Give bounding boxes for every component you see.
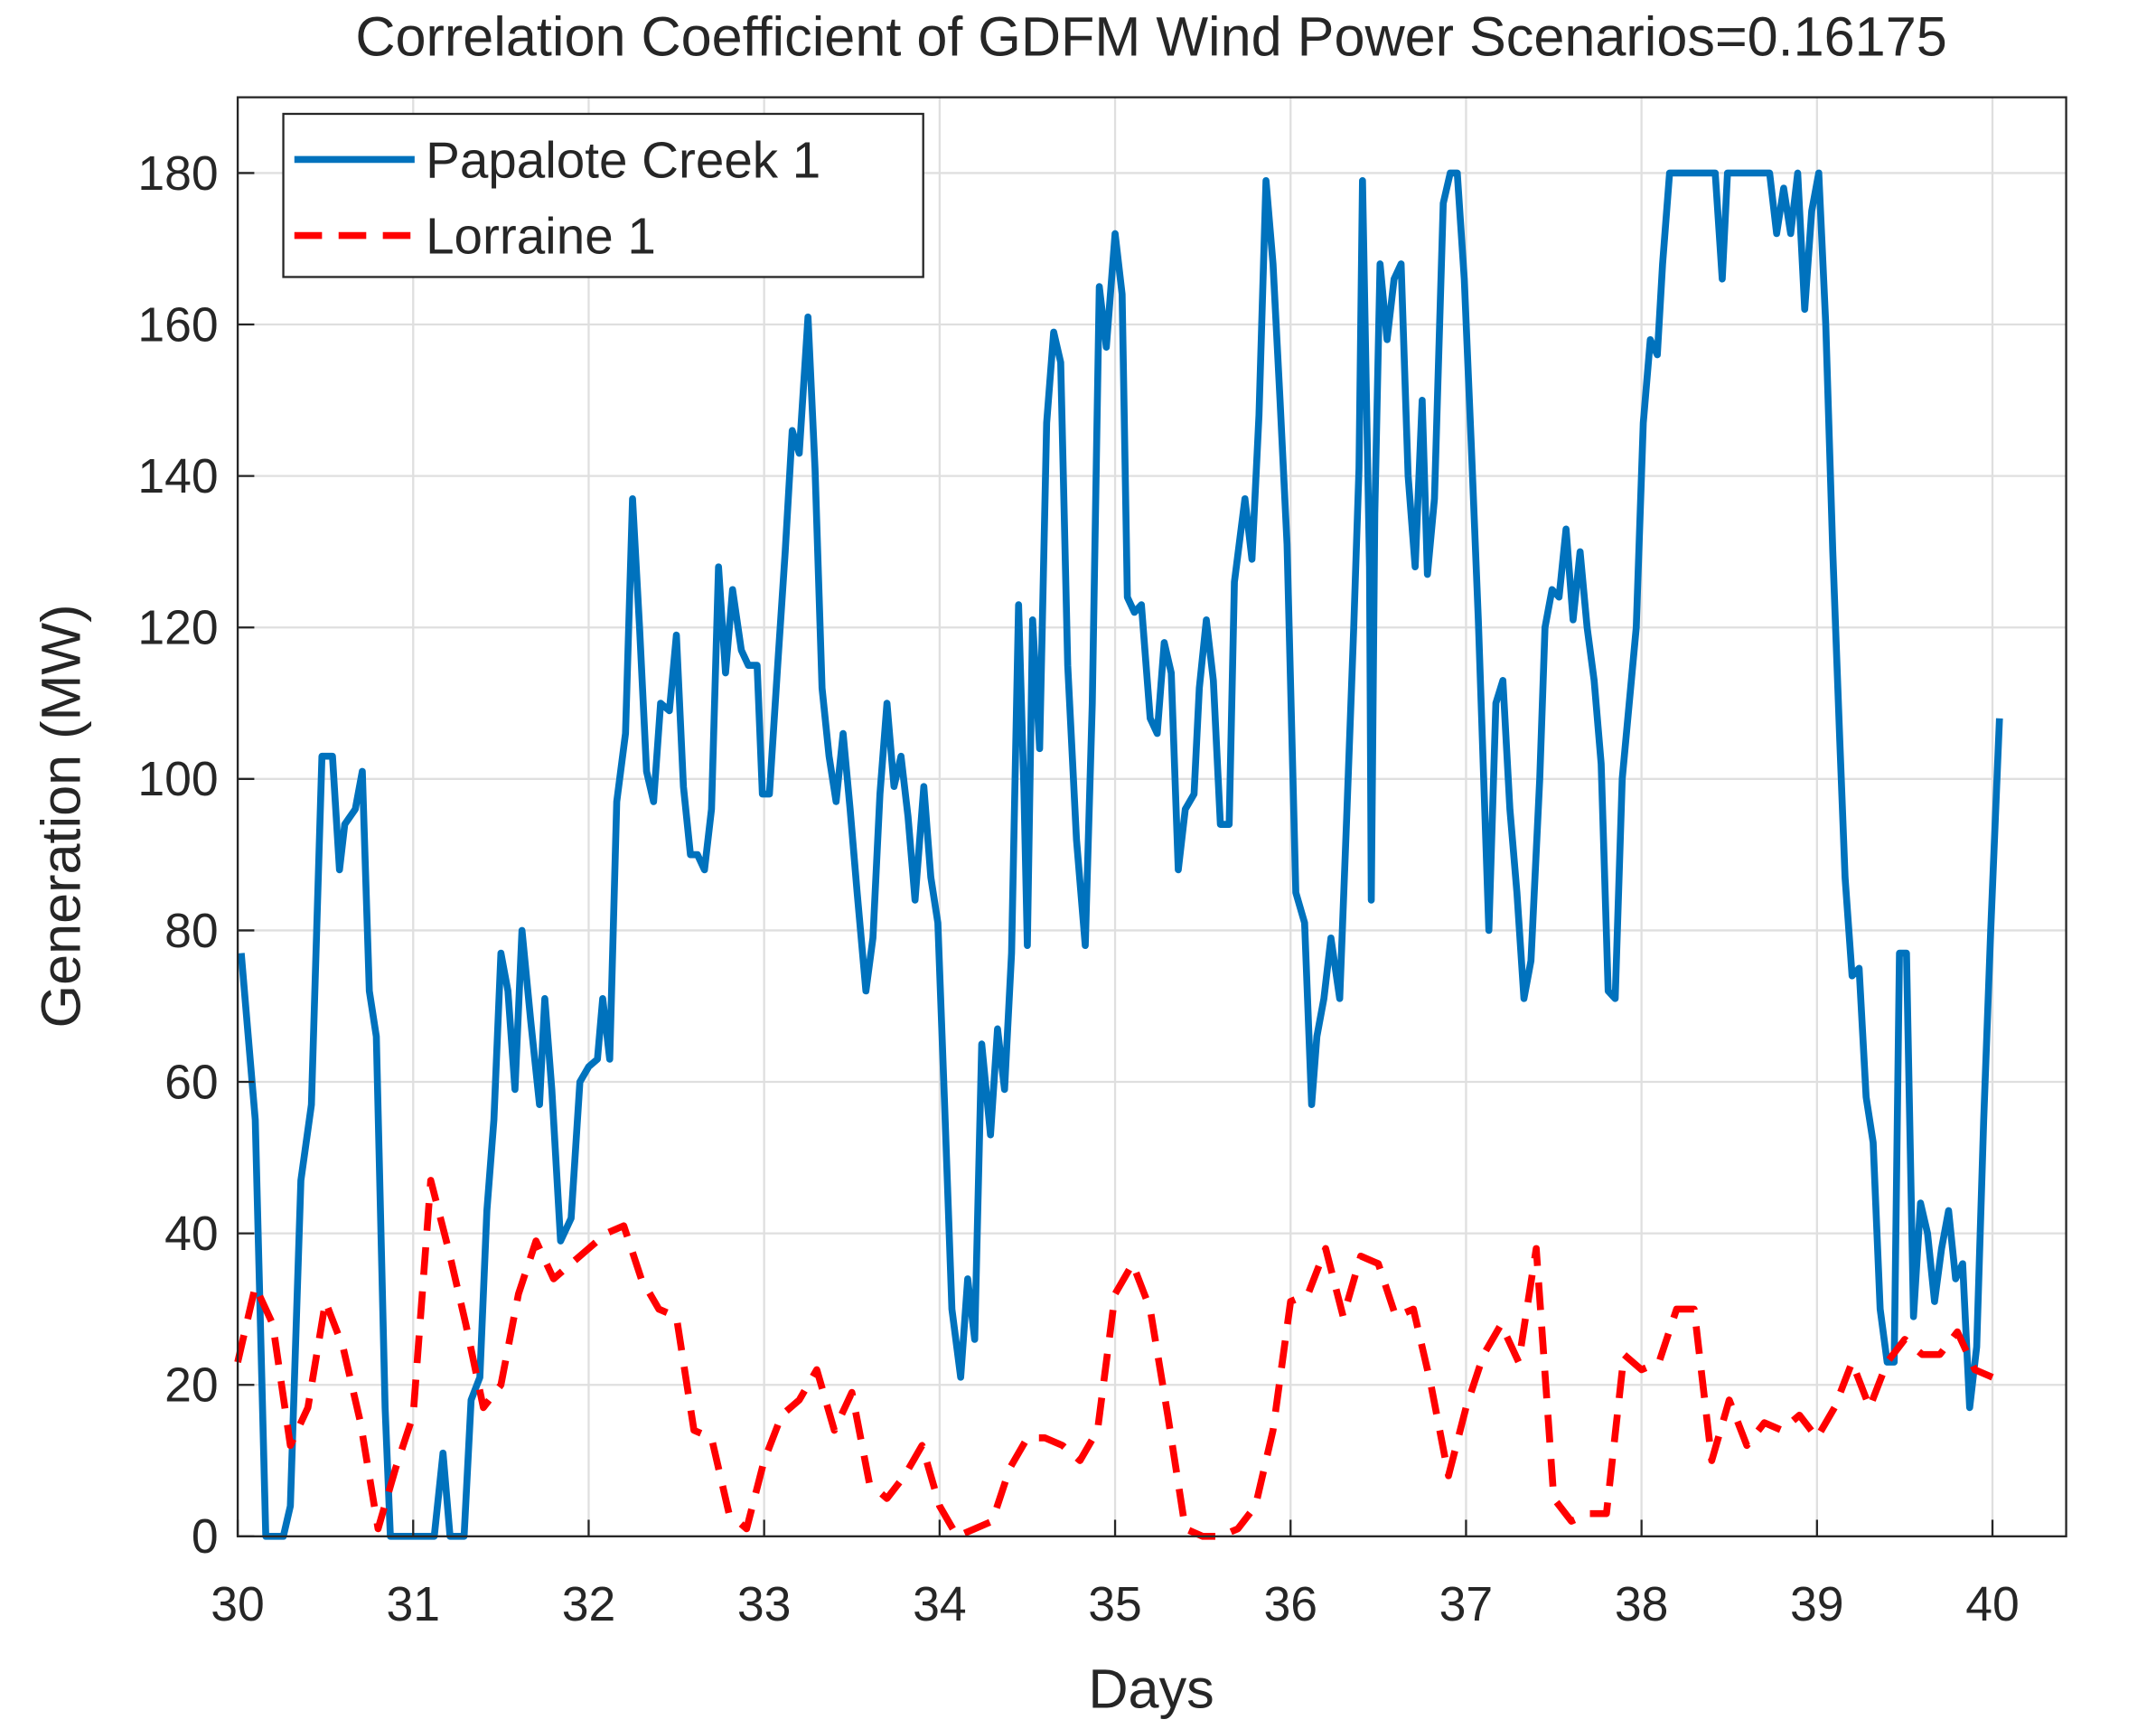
y-tick-label: 100 bbox=[137, 753, 218, 806]
axes-box bbox=[236, 96, 2067, 1537]
x-tick-label: 35 bbox=[1088, 1578, 1142, 1631]
legend-label: Papalote Creek 1 bbox=[426, 131, 820, 188]
y-tick-label: 0 bbox=[192, 1510, 219, 1564]
y-axis-label: Generation (MW) bbox=[31, 604, 92, 1028]
plot-area bbox=[238, 97, 2067, 1536]
series-line bbox=[238, 169, 2003, 1540]
y-tick-label: 160 bbox=[137, 298, 218, 352]
x-tick-label: 30 bbox=[211, 1578, 265, 1631]
y-tick-label: 180 bbox=[137, 147, 218, 201]
x-tick-label: 38 bbox=[1615, 1578, 1669, 1631]
y-tick-label: 40 bbox=[164, 1207, 219, 1261]
legend-box bbox=[282, 112, 924, 278]
x-tick-label: 34 bbox=[913, 1578, 967, 1631]
lines bbox=[234, 169, 2003, 1540]
ticks: 30 31 32 33 34 35 36 37 38 39 40 0 20 40 60 80 100 120 140… bbox=[137, 147, 2019, 1631]
x-tick-label: 33 bbox=[737, 1578, 792, 1631]
y-tick-label: 140 bbox=[137, 450, 218, 503]
y-tick-label: 80 bbox=[164, 905, 219, 958]
x-tick-label: 39 bbox=[1790, 1578, 1844, 1631]
x-axis-label: Days bbox=[1088, 1658, 1214, 1719]
legend-label: Lorraine 1 bbox=[426, 207, 656, 264]
x-tick-label: 31 bbox=[387, 1578, 441, 1631]
x-tick-label: 36 bbox=[1263, 1578, 1317, 1631]
y-tick-label: 60 bbox=[164, 1056, 219, 1109]
y-tick-label: 120 bbox=[137, 602, 218, 655]
x-tick-label: 32 bbox=[562, 1578, 616, 1631]
legend: Papalote Creek 1 Lorraine 1 bbox=[282, 112, 924, 278]
chart-title: Correlation Coefficient of GDFM Wind Pow… bbox=[355, 6, 1946, 68]
x-tick-label: 40 bbox=[1965, 1578, 2020, 1631]
x-tick-label: 37 bbox=[1439, 1578, 1494, 1631]
y-tick-label: 20 bbox=[164, 1359, 219, 1413]
